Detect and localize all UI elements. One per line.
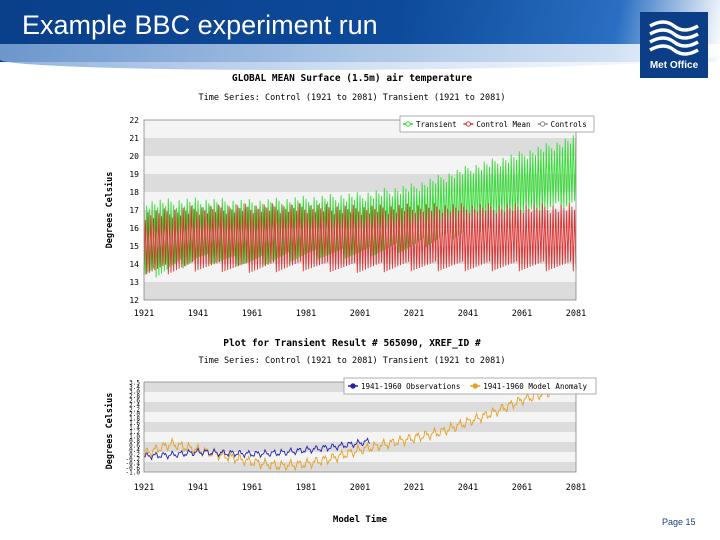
chart1-series-control-mean — [143, 203, 577, 276]
chart1-title: GLOBAL MEAN Surface (1.5m) air temperatu… — [232, 73, 472, 84]
chart1-x-tick-label: 2001 — [350, 309, 370, 319]
legend-marker — [465, 121, 472, 127]
chart1-y-axis-label: Degrees Celsius — [104, 172, 115, 249]
chart2-y-tick-label: 0.6 — [129, 443, 140, 450]
chart1-y-tick-label: 16 — [129, 224, 139, 233]
chart1-grid-band — [144, 138, 576, 156]
chart2-x-tick-label: 1981 — [296, 483, 316, 493]
figure-panel: GLOBAL MEAN Surface (1.5m) air temperatu… — [98, 70, 606, 528]
chart2-y-tick-label: 1.4 — [129, 425, 140, 432]
chart1-y-tick-label: 22 — [129, 116, 139, 125]
chart2-series-model-anomaly — [143, 379, 576, 472]
chart1-x-tick-label: 2061 — [512, 309, 532, 319]
chart2-x-tick-label: 2021 — [404, 483, 424, 493]
chart2-subtitle: Time Series: Control (1921 to 2081) Tran… — [198, 356, 505, 366]
chart2-title: Plot for Transient Result # 565090, XREF… — [223, 338, 481, 349]
chart2-y-tick-label: 1.8 — [129, 416, 140, 423]
chart1-grid-band — [144, 228, 576, 246]
page-number: Page 15 — [662, 517, 696, 527]
chart1-legend-box — [399, 115, 595, 133]
chart1-y-tick-label: 12 — [129, 296, 139, 305]
chart2-legend-label: 1941-1960 Model Anomaly — [483, 382, 587, 391]
charts-svg: GLOBAL MEAN Surface (1.5m) air temperatu… — [104, 73, 597, 525]
chart2-legend-box — [343, 377, 597, 395]
logo-text: Met Office — [649, 60, 699, 71]
slide-title: Example BBC experiment run — [22, 10, 378, 40]
chart2-y-tick-label: 2.4 — [129, 402, 140, 409]
legend-marker — [405, 121, 411, 127]
chart2-series-observations — [143, 437, 371, 461]
chart2-y-tick-label: -0.6 — [126, 465, 141, 472]
chart2-y-tick-label: 2.8 — [129, 393, 140, 400]
chart2-y-tick-label: 3.0 — [129, 389, 140, 396]
chart1-y-tick-label: 21 — [129, 134, 139, 143]
chart2-y-tick-label: 0.4 — [129, 447, 140, 454]
chart1-subtitle: Time Series: Control (1921 to 2081) Tran… — [198, 93, 505, 103]
chart2-y-tick-label: 0.2 — [129, 452, 140, 459]
chart2-y-tick-label: 1.0 — [129, 434, 140, 441]
chart2-grid-band — [144, 462, 576, 472]
chart2-y-tick-label: 1.6 — [129, 420, 140, 427]
chart2-y-tick-label: -0.4 — [126, 461, 141, 468]
chart2-grid-band — [144, 402, 576, 412]
chart2-y-tick-label: 3.5 — [129, 380, 140, 387]
chart2-y-tick-label: 2.0 — [129, 411, 140, 418]
chart1-series-control-mean-line — [143, 203, 577, 276]
chart2-x-tick-label: 1961 — [242, 483, 262, 493]
legend-marker — [350, 383, 356, 389]
chart2-grid-band — [144, 442, 576, 452]
chart2-y-axis-label: Degrees Celsius — [104, 393, 115, 470]
chart1-x-tick-label: 2041 — [458, 309, 478, 319]
chart1-x-tick-label: 1961 — [242, 309, 262, 319]
chart2-grid-band — [144, 452, 576, 462]
chart2-y-tick-label: 2.6 — [129, 398, 140, 405]
legend-marker — [472, 383, 478, 389]
chart1-legend-label: Transient — [416, 120, 457, 129]
chart2-y-tick-label: 0.8 — [129, 438, 140, 445]
chart1-y-tick-label: 14 — [129, 260, 139, 269]
chart2-x-tick-label: 2001 — [350, 483, 370, 493]
chart2-grid-band — [144, 412, 576, 422]
chart1-y-tick-label: 19 — [129, 170, 139, 179]
chart1-legend-label: Control Mean — [476, 120, 530, 129]
chart2-x-tick-label: 1941 — [188, 483, 208, 493]
chart2-y-tick-label: 3.4 — [129, 384, 140, 391]
chart1-x-tick-label: 1941 — [188, 309, 208, 319]
chart1-y-tick-label: 20 — [129, 152, 139, 161]
chart1-grid-band — [144, 282, 576, 300]
chart2-x-axis-label: Model Time — [333, 514, 388, 525]
chart2-grid-band — [144, 432, 576, 442]
chart2-y-tick-label: -0.2 — [126, 456, 141, 463]
chart1-x-tick-label: 2081 — [566, 309, 586, 319]
chart1-x-tick-label: 1921 — [134, 309, 154, 319]
chart1-y-tick-label: 17 — [129, 206, 139, 215]
chart1-plot-frame — [143, 119, 577, 301]
chart2-x-tick-label: 2041 — [458, 483, 478, 493]
legend-marker — [539, 121, 546, 127]
chart2-y-tick-label: 1.2 — [129, 429, 140, 436]
met-office-logo: Met Office — [640, 12, 708, 78]
chart2-grid-band — [144, 392, 576, 402]
chart2-y-tick-label: 2.2 — [129, 407, 140, 414]
chart2-x-tick-label: 1921 — [134, 483, 154, 493]
chart2-grid-band — [144, 422, 576, 432]
chart1-legend-label: Controls — [551, 120, 587, 129]
chart2-x-tick-label: 2081 — [566, 483, 586, 493]
banner-swoosh — [0, 44, 720, 70]
chart2-legend-label: 1941-1960 Observations — [361, 382, 460, 391]
chart1-x-tick-label: 1981 — [296, 309, 316, 319]
chart2-y-tick-label: -1.0 — [126, 470, 141, 477]
chart1-x-tick-label: 2021 — [404, 309, 424, 319]
chart1-y-tick-label: 15 — [129, 242, 139, 251]
wave-icon — [649, 20, 699, 56]
chart2-x-tick-label: 2061 — [512, 483, 532, 493]
chart1-y-tick-label: 18 — [129, 188, 139, 197]
chart1-y-tick-label: 13 — [129, 278, 139, 287]
